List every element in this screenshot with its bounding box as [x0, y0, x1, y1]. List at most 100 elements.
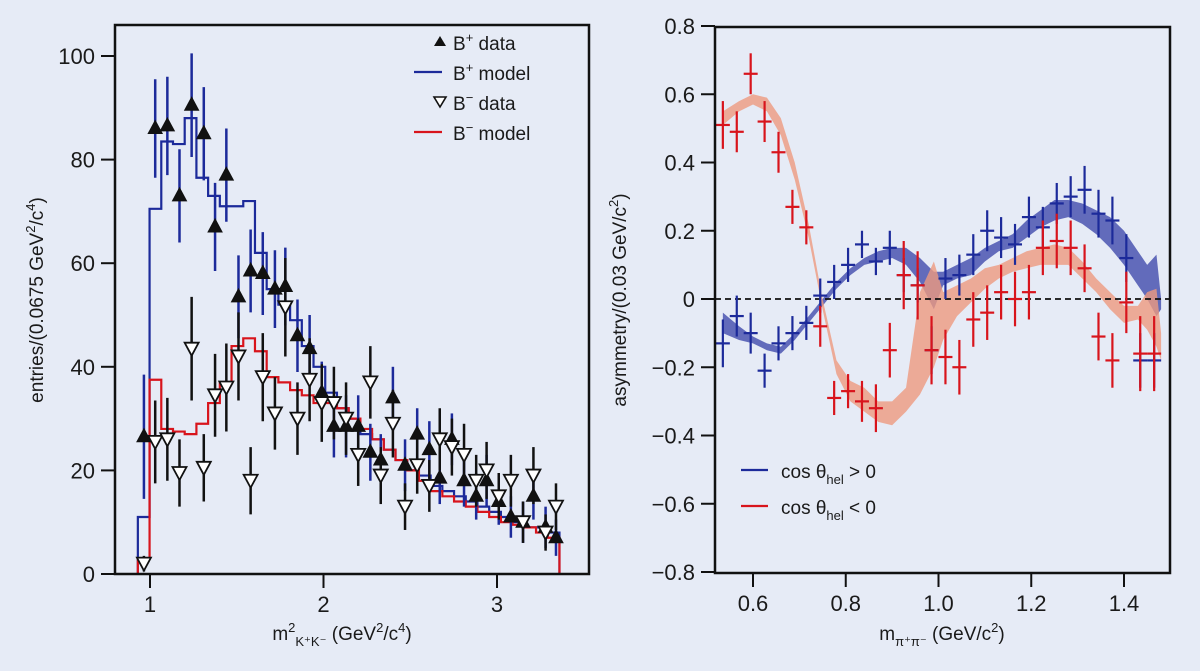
legend-triangle-up-icon — [434, 36, 446, 46]
right-panel: −0.8 −0.6 −0.4 −0.2 0 0.2 0.4 0.6 0.8 0.6 0.8 1.0 1.… — [606, 14, 1172, 649]
left-x-tick-label: 1 — [144, 592, 156, 617]
positive-helicity-data-point — [854, 230, 869, 259]
left-legend: B+ data B+ model B− data B− model — [414, 30, 530, 145]
left-axes: 0 20 40 60 80 100 1 2 3 — [58, 44, 503, 617]
positive-helicity-data-point — [994, 217, 1009, 259]
legend-label: B− data — [453, 90, 516, 115]
b-plus-data-point — [230, 287, 247, 303]
b-plus-data-point — [372, 450, 389, 466]
negative-helicity-data-point — [924, 316, 939, 385]
b-plus-data-point — [267, 280, 283, 295]
positive-helicity-data-point — [882, 230, 897, 265]
positive-helicity-data-point — [966, 234, 981, 276]
positive-helicity-data-point — [771, 326, 786, 361]
negative-helicity-data-point — [743, 53, 758, 95]
b-minus-data-point — [183, 341, 201, 358]
b-plus-data-point — [409, 425, 426, 440]
b-minus-data-point — [443, 440, 461, 456]
negative-helicity-data-point — [771, 131, 786, 173]
b-minus-data-point — [217, 380, 235, 397]
positive-helicity-data-point — [1063, 176, 1078, 218]
right-x-tick-label: 1.4 — [1109, 591, 1140, 616]
b-minus-data-point — [254, 370, 272, 387]
negative-helicity-data-point — [841, 374, 856, 409]
negative-helicity-data-point — [757, 101, 772, 143]
positive-helicity-data-point — [785, 316, 800, 351]
negative-helicity-data-point — [896, 240, 911, 310]
positive-helicity-data-point — [1077, 165, 1092, 214]
negative-helicity-data-point — [1077, 244, 1092, 293]
b-minus-data-point — [384, 416, 402, 433]
right-legend: cos θhel > 0 cos θhel < 0 — [741, 462, 876, 523]
right-y-tick-label: 0.6 — [664, 82, 695, 107]
b-plus-data-point — [548, 528, 564, 544]
left-plot-frame — [113, 23, 591, 576]
positive-helicity-data-point — [938, 258, 953, 299]
negative-helicity-data-point — [882, 322, 897, 378]
right-y-tick-label: −0.2 — [652, 355, 695, 380]
b-minus-data-point — [158, 432, 176, 449]
negative-helicity-data-point — [1063, 220, 1078, 276]
negative-helicity-data-point — [1119, 271, 1134, 334]
right-y-tick-label: −0.4 — [652, 424, 695, 449]
right-y-tick-label: 0 — [683, 287, 695, 312]
positive-helicity-data-point — [729, 295, 744, 337]
b-minus-data-point — [135, 556, 153, 573]
negative-helicity-data-point — [729, 111, 744, 153]
b-plus-data-point — [313, 383, 330, 399]
b-minus-data-point — [408, 458, 426, 475]
b-minus-data-point — [276, 300, 294, 317]
positive-helicity-data-point — [757, 353, 772, 388]
negative-helicity-data-point — [1147, 316, 1162, 392]
positive-helicity-data-point — [1091, 189, 1106, 238]
positive-helicity-data-point — [743, 312, 758, 354]
b-plus-data-point — [195, 124, 212, 140]
b-plus-data-point — [503, 507, 519, 523]
right-x-tick-label: 0.8 — [830, 591, 861, 616]
b-minus-data-point — [195, 460, 213, 477]
left-plot-area — [135, 53, 565, 574]
positive-helicity-data-point — [715, 319, 730, 368]
right-x-tick-label: 0.6 — [738, 591, 769, 616]
left-x-axis-label: m2K⁺K⁻ (GeV2/c4) — [272, 620, 411, 649]
b-minus-data-point — [288, 411, 306, 428]
b-minus-data-point — [455, 447, 473, 464]
positive-helicity-model-band — [722, 200, 1162, 354]
b-minus-data-point — [349, 447, 367, 464]
negative-helicity-data-point — [1035, 220, 1050, 276]
b-minus-data-point — [206, 388, 224, 405]
b-plus-data-point — [301, 339, 318, 355]
b-minus-data-point — [313, 396, 331, 412]
negative-helicity-data-point — [938, 329, 953, 385]
negative-helicity-data-point — [827, 380, 842, 416]
negative-helicity-model-band — [722, 94, 1162, 426]
b-plus-data-point — [289, 326, 306, 342]
positive-helicity-data-point — [1008, 223, 1023, 265]
right-plot-area — [715, 53, 1170, 433]
b-minus-data-point — [266, 406, 284, 423]
b-minus-data-point — [361, 375, 379, 392]
b-plus-data-point — [218, 166, 235, 181]
legend-label: cos θhel > 0 — [781, 462, 876, 487]
b-minus-data-point — [490, 489, 508, 506]
b-plus-data-point — [254, 264, 271, 280]
left-x-tick-label: 2 — [317, 592, 329, 617]
positive-helicity-data-point — [868, 247, 883, 276]
positive-helicity-data-point — [1021, 196, 1036, 238]
left-x-tick-label: 3 — [491, 592, 503, 617]
positive-helicity-data-point — [841, 247, 856, 282]
step-histogram-b-minus-model — [136, 337, 561, 574]
negative-helicity-data-point — [980, 285, 995, 340]
left-y-axis-label: entries/(0.0675 GeV2/c4) — [23, 197, 48, 403]
b-plus-data-point — [362, 443, 379, 458]
negative-helicity-data-point — [1091, 312, 1106, 361]
b-plus-data-point — [456, 471, 472, 487]
right-y-axis-label: asymmetry/(0.03 GeV/c2) — [606, 193, 631, 406]
positive-helicity-data-point — [952, 254, 967, 296]
b-minus-data-point — [372, 468, 390, 485]
b-plus-data-point — [159, 116, 176, 132]
b-minus-data-point — [467, 473, 485, 490]
right-y-tick-label: −0.8 — [652, 560, 695, 585]
positive-helicity-data-point — [980, 210, 995, 252]
